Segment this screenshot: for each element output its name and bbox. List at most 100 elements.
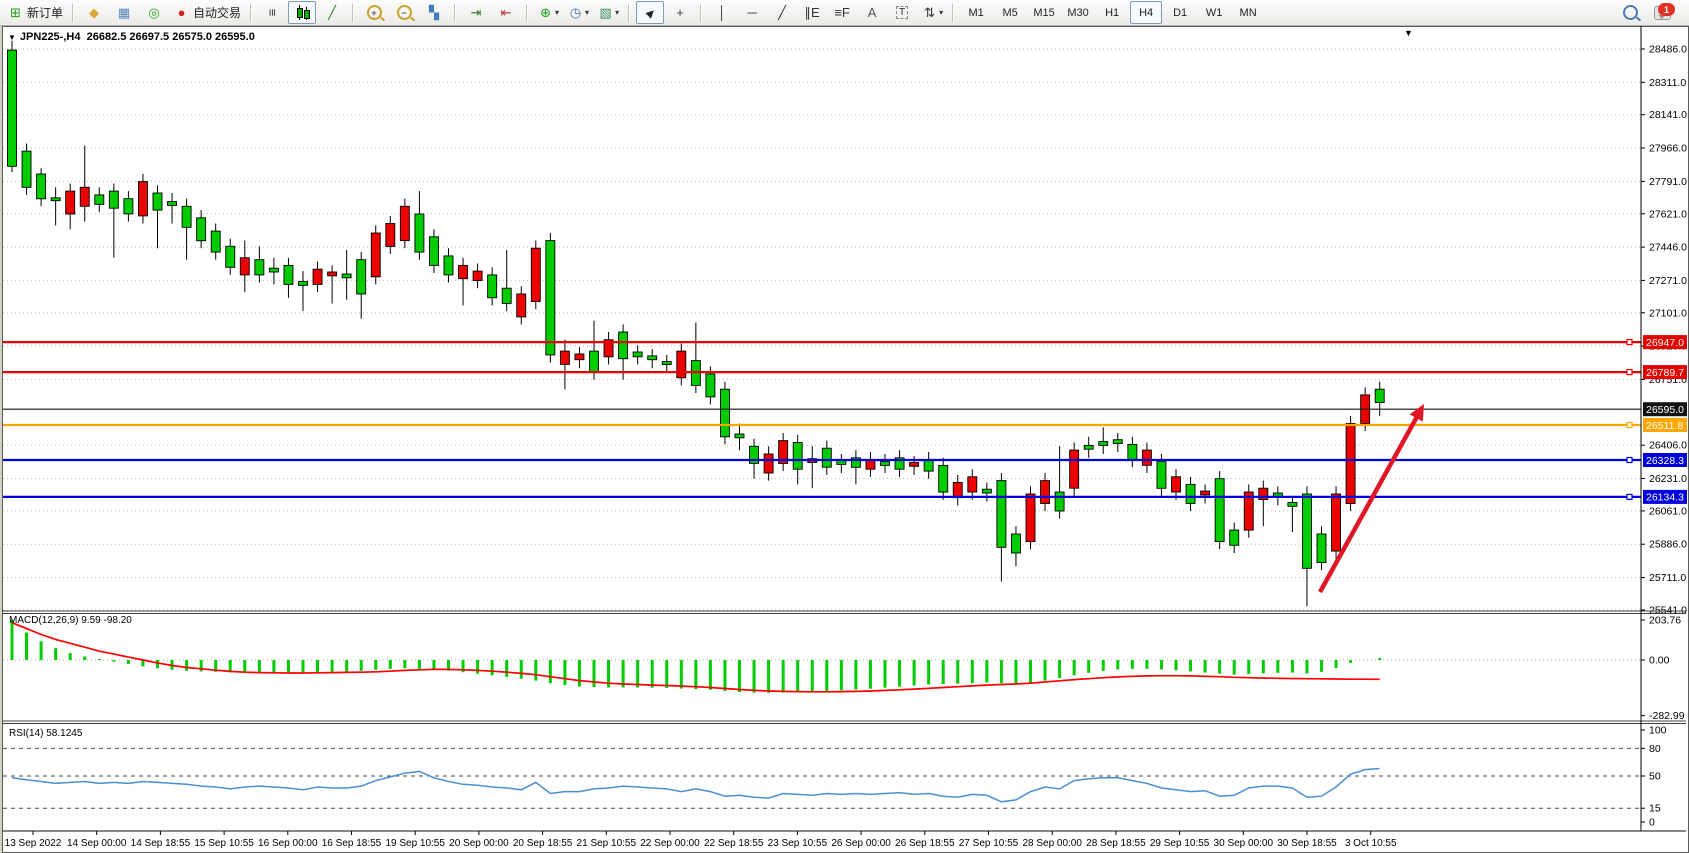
quotes-icon-button[interactable]: ◆ (80, 1, 108, 24)
text-label-button-icon: T (896, 6, 909, 19)
new-chart-button-dropdown-icon[interactable]: ▾ (555, 8, 560, 17)
line-chart-button[interactable]: ╱ (318, 1, 346, 24)
price-tick-label: 28486.0 (1649, 44, 1687, 56)
time-label: 21 Sep 10:55 (577, 838, 637, 849)
candle (356, 259, 367, 295)
time-label: 30 Sep 00:00 (1214, 838, 1274, 849)
time-label: 30 Sep 18:55 (1277, 838, 1337, 849)
text-label-button[interactable]: T (888, 1, 916, 24)
toolbar-group-0: ⊞ 新订单 (0, 0, 70, 25)
toolbar-group-5: ⊕ ▾ ◷ ▾ ▧ ▾ (530, 0, 626, 25)
candle (545, 240, 556, 356)
arrows-button-dropdown-icon[interactable]: ▾ (939, 8, 944, 17)
candle (763, 453, 774, 474)
new-order-button[interactable]: ⊞ 新订单 (4, 1, 66, 24)
cursor-button[interactable]: ► (636, 1, 665, 24)
price-label-26789.7: 26789.7 (1646, 367, 1684, 379)
price-label-box-26134.3 (1643, 489, 1687, 504)
hline-handle[interactable] (1626, 456, 1633, 464)
equidistant-channel-button[interactable]: ∥E (798, 1, 826, 24)
timeframe-d1-button[interactable]: D1 (1173, 6, 1188, 19)
candle (94, 194, 105, 205)
timeframe-h1-button[interactable]: H1 (1105, 6, 1120, 19)
macd-tick-label: 203.76 (1649, 615, 1681, 627)
candle (1156, 461, 1167, 489)
hline-handle[interactable] (1626, 421, 1633, 429)
timeframe-m5-button[interactable]: M5 (1002, 6, 1018, 19)
timeframe-mn-button[interactable]: MN (1239, 6, 1257, 19)
text-button[interactable]: A (858, 1, 886, 24)
candle (167, 201, 178, 206)
price-tick-label: 27101.0 (1649, 307, 1687, 319)
zoom-out-button[interactable]: − (390, 1, 418, 24)
horizontal-line-button[interactable]: ─ (738, 1, 766, 24)
one-click-trading-toggle-icon[interactable]: ▼ (8, 33, 16, 42)
timeframe-m15-button[interactable]: M15 (1033, 6, 1055, 19)
candle (7, 49, 17, 167)
new-chart-button-icon: ⊕ (540, 5, 551, 20)
candle (50, 197, 61, 202)
fibonacci-button-icon: ≡F (834, 5, 850, 20)
terminal-icon-button-icon: ▦ (117, 5, 131, 20)
chart-shift-button-icon: ⇥ (470, 5, 482, 20)
vertical-line-button[interactable]: │ (708, 1, 736, 24)
trendline-button[interactable]: ╱ (768, 1, 796, 24)
candle (1171, 476, 1181, 493)
chart-shift-button[interactable]: ⇥ (462, 1, 490, 24)
time-label: 13 Sep 2022 (5, 838, 62, 849)
tile-windows-button[interactable]: ▚ (420, 1, 448, 24)
auto-scroll-button[interactable]: ⇤ (492, 1, 520, 24)
autotrading-button[interactable]: ● 自动交易 (170, 1, 244, 24)
chart-title-overlay: ▼ JPN225-,H4 26682.5 26697.5 26575.0 2659… (8, 31, 255, 43)
candle (1083, 444, 1094, 450)
candle (516, 293, 527, 318)
candle (1331, 493, 1342, 552)
new-chart-button[interactable]: ⊕ ▾ (534, 1, 562, 24)
new-order-button-icon: ⊞ (10, 5, 21, 20)
search-button[interactable] (1616, 1, 1644, 24)
toolbar-group-6: ► + (632, 0, 698, 25)
chart-symbol-period: JPN225-,H4 (19, 31, 81, 43)
candle (283, 264, 294, 285)
crosshair-button[interactable]: + (666, 1, 694, 24)
timeframe-m1-button[interactable]: M1 (968, 6, 984, 19)
price-tick-label: 27446.0 (1649, 242, 1687, 254)
periods-button[interactable]: ◷ ▾ (564, 1, 592, 24)
chart-window[interactable] (2, 26, 1689, 853)
timeframe-m30-button[interactable]: M30 (1067, 6, 1089, 19)
chart-ohlc-values: 26682.5 26697.5 26575.0 26595.0 (86, 31, 255, 43)
price-label-box-26947.0 (1643, 335, 1687, 350)
quotes-icon-button-icon: ◆ (89, 5, 100, 20)
hline-handle[interactable] (1626, 339, 1633, 346)
candle (618, 331, 629, 360)
toolbar-separator (700, 3, 703, 22)
signals-icon-button[interactable]: ◎ (140, 1, 168, 24)
bar-chart-button[interactable]: ≡ (258, 1, 286, 24)
candle (239, 257, 250, 276)
chart-shift-marker-icon[interactable]: ▼ (1404, 28, 1413, 38)
hline-handle[interactable] (1626, 493, 1633, 500)
trend-arrow-head[interactable] (1409, 404, 1424, 422)
periods-button-dropdown-icon[interactable]: ▾ (585, 8, 590, 17)
trend-arrow[interactable] (1318, 409, 1423, 594)
terminal-icon-button[interactable]: ▦ (110, 1, 138, 24)
templates-button[interactable]: ▧ ▾ (594, 1, 622, 24)
hline-handle[interactable] (1626, 369, 1633, 376)
candle (123, 198, 134, 215)
templates-button-dropdown-icon[interactable]: ▾ (615, 8, 620, 17)
price-tick-label: 28311.0 (1649, 77, 1686, 89)
candle (443, 255, 454, 276)
timeframe-h4-button[interactable]: H4 (1130, 1, 1163, 24)
notifications-button[interactable]: 1 (1646, 1, 1678, 24)
zoom-in-button[interactable]: + (360, 1, 388, 24)
candlestick-chart-button[interactable] (288, 1, 317, 24)
arrows-button[interactable]: ⇅ ▾ (918, 1, 946, 24)
autotrading-button-label: 自动交易 (193, 6, 242, 20)
macd-indicator-label: MACD(12,26,9) 9.59 -98.20 (9, 615, 132, 626)
candle (1112, 439, 1123, 444)
timeframe-w1-button[interactable]: W1 (1205, 6, 1223, 19)
time-label: 27 Sep 10:55 (959, 838, 1019, 849)
candle (385, 223, 396, 247)
fibonacci-button[interactable]: ≡F (828, 1, 856, 24)
